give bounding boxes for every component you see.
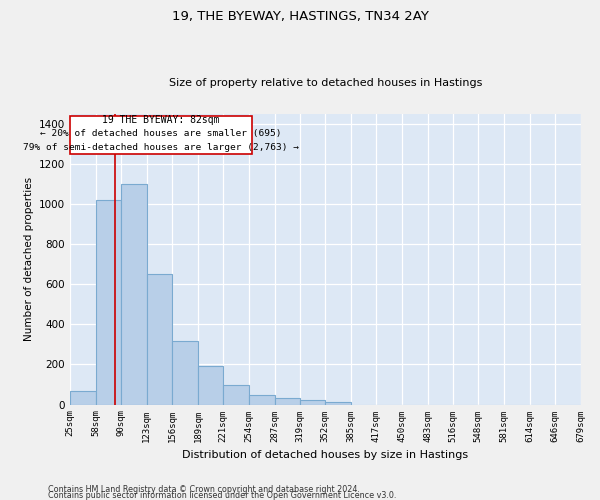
Bar bbox=[249, 394, 275, 404]
Text: 79% of semi-detached houses are larger (2,763) →: 79% of semi-detached houses are larger (… bbox=[23, 144, 299, 152]
Text: Contains HM Land Registry data © Crown copyright and database right 2024.: Contains HM Land Registry data © Crown c… bbox=[48, 485, 360, 494]
X-axis label: Distribution of detached houses by size in Hastings: Distribution of detached houses by size … bbox=[182, 450, 469, 460]
Text: Contains public sector information licensed under the Open Government Licence v3: Contains public sector information licen… bbox=[48, 491, 397, 500]
Bar bbox=[198, 366, 223, 405]
Text: 19 THE BYEWAY: 82sqm: 19 THE BYEWAY: 82sqm bbox=[103, 116, 220, 126]
Bar bbox=[146, 274, 172, 404]
FancyBboxPatch shape bbox=[70, 116, 252, 154]
Y-axis label: Number of detached properties: Number of detached properties bbox=[23, 177, 34, 341]
Bar bbox=[121, 184, 146, 404]
Bar bbox=[70, 390, 96, 404]
Text: 19, THE BYEWAY, HASTINGS, TN34 2AY: 19, THE BYEWAY, HASTINGS, TN34 2AY bbox=[172, 10, 428, 23]
Bar bbox=[275, 398, 299, 404]
Text: ← 20% of detached houses are smaller (695): ← 20% of detached houses are smaller (69… bbox=[40, 128, 282, 138]
Bar bbox=[299, 400, 325, 404]
Bar bbox=[223, 384, 249, 404]
Bar bbox=[172, 342, 198, 404]
Title: Size of property relative to detached houses in Hastings: Size of property relative to detached ho… bbox=[169, 78, 482, 88]
Bar bbox=[325, 402, 351, 404]
Bar bbox=[96, 200, 121, 404]
